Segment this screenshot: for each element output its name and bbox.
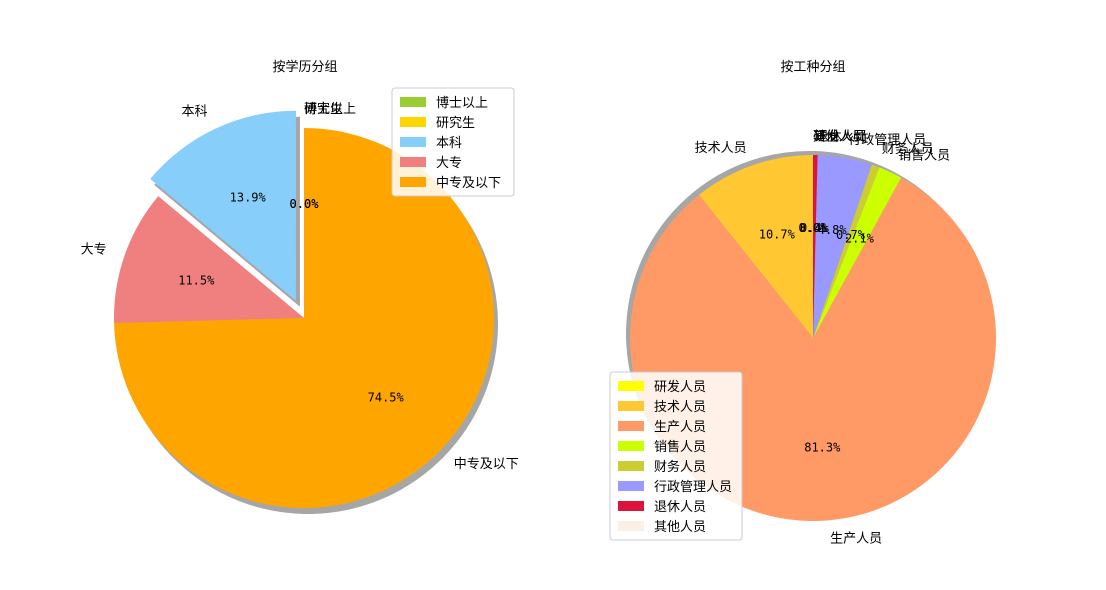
- slice-percent-label: 74.5%: [368, 391, 405, 405]
- slice-label: 生产人员: [830, 532, 882, 547]
- legend-swatch: [400, 117, 426, 127]
- legend-entry: 退休人员: [654, 500, 706, 515]
- slice-label: 其他人员: [813, 130, 865, 145]
- pie-slice: [813, 164, 880, 338]
- slice-percent-label: 4.8%: [818, 223, 848, 237]
- slice-percent-label: 0.0%: [799, 221, 829, 235]
- slice-label: 大专: [81, 242, 107, 257]
- slice-percent-label: 10.7%: [759, 227, 796, 241]
- pie-chart-job-type: 按工种分组 研发人员 0.0% 技术人员 10.7% 生产人员 81.3% 销售人员 2.1%…: [609, 60, 996, 547]
- pie-slice: [114, 196, 304, 324]
- pie-chart-education: 按学历分组 博士以上0.0%研究生0.0%本科13.9%大专11.5%中专及以下…: [81, 59, 519, 515]
- legend-entry: 博士以上: [436, 96, 488, 111]
- slice-label: 行政管理人员: [848, 133, 926, 148]
- pie-slice: [813, 155, 818, 338]
- slice-percent-label: 2.1%: [845, 232, 875, 246]
- legend-entry: 大专: [436, 156, 462, 171]
- slice-percent-label: 13.9%: [230, 191, 267, 205]
- legend-entry: 行政管理人员: [654, 480, 732, 495]
- legend-swatch: [618, 421, 644, 431]
- slice-label: 退休人员: [816, 130, 868, 145]
- legend-entry: 技术人员: [654, 400, 706, 415]
- chart-title-job-type: 按工种分组: [780, 60, 845, 75]
- legend-frame: [391, 87, 515, 197]
- pie-slice: [699, 155, 813, 338]
- legend-swatch: [618, 521, 644, 531]
- slice-label: 技术人员: [695, 141, 747, 156]
- slice-label: 销售人员: [898, 148, 950, 164]
- slice-percent-label: 0.7%: [836, 228, 866, 242]
- pie-slice: [150, 110, 296, 301]
- legend-entry: 财务人员: [654, 459, 706, 475]
- legend-swatch: [618, 381, 644, 391]
- legend-entry: 本科: [436, 136, 462, 151]
- slice-label: 本科: [181, 104, 207, 119]
- slice-percent-label: 81.3%: [804, 440, 841, 454]
- slice-percent-label: 11.5%: [178, 274, 215, 288]
- legend-entry: 生产人员: [654, 420, 706, 435]
- legend-swatch: [618, 501, 644, 511]
- pie-slice: [813, 155, 872, 338]
- slice-percent-label: 0.0%: [290, 197, 320, 211]
- slice-label: 博士以上: [304, 102, 356, 117]
- legend-entry: 研究生: [436, 116, 475, 131]
- chart-title-education: 按学历分组: [272, 59, 337, 75]
- slice-percent-label: 0.0%: [290, 197, 320, 211]
- legend-swatch: [618, 481, 644, 491]
- legend-entry: 研发人员: [654, 379, 706, 395]
- labels-layer: 研发人员 0.0% 技术人员 10.7% 生产人员 81.3% 销售人员 2.1% 财务人员 0.…: [695, 129, 951, 547]
- legend-entry: 其他人员: [654, 520, 706, 535]
- slice-label: 中专及以下: [454, 457, 519, 472]
- slices-layer: [114, 110, 495, 509]
- legend-entry: 中专及以下: [436, 176, 501, 191]
- slice-percent-label: 0.4%: [800, 221, 830, 235]
- legend-frame: [609, 371, 743, 541]
- legend-swatch: [618, 401, 644, 411]
- slice-label: 研发人员: [813, 129, 865, 145]
- legend-swatch: [400, 137, 426, 147]
- legend-swatch: [400, 157, 426, 167]
- slice-label: 研究生: [304, 102, 343, 117]
- pie-slice: [114, 128, 495, 509]
- legend-entry: 销售人员: [654, 439, 706, 455]
- legend-swatch: [400, 177, 426, 187]
- slice-percent-label: 0.0%: [799, 221, 829, 235]
- legend-swatch: [618, 441, 644, 451]
- legend-swatch: [400, 97, 426, 107]
- legend-swatch: [618, 461, 644, 471]
- slice-label: 财务人员: [882, 141, 934, 157]
- pie-slice: [813, 167, 902, 338]
